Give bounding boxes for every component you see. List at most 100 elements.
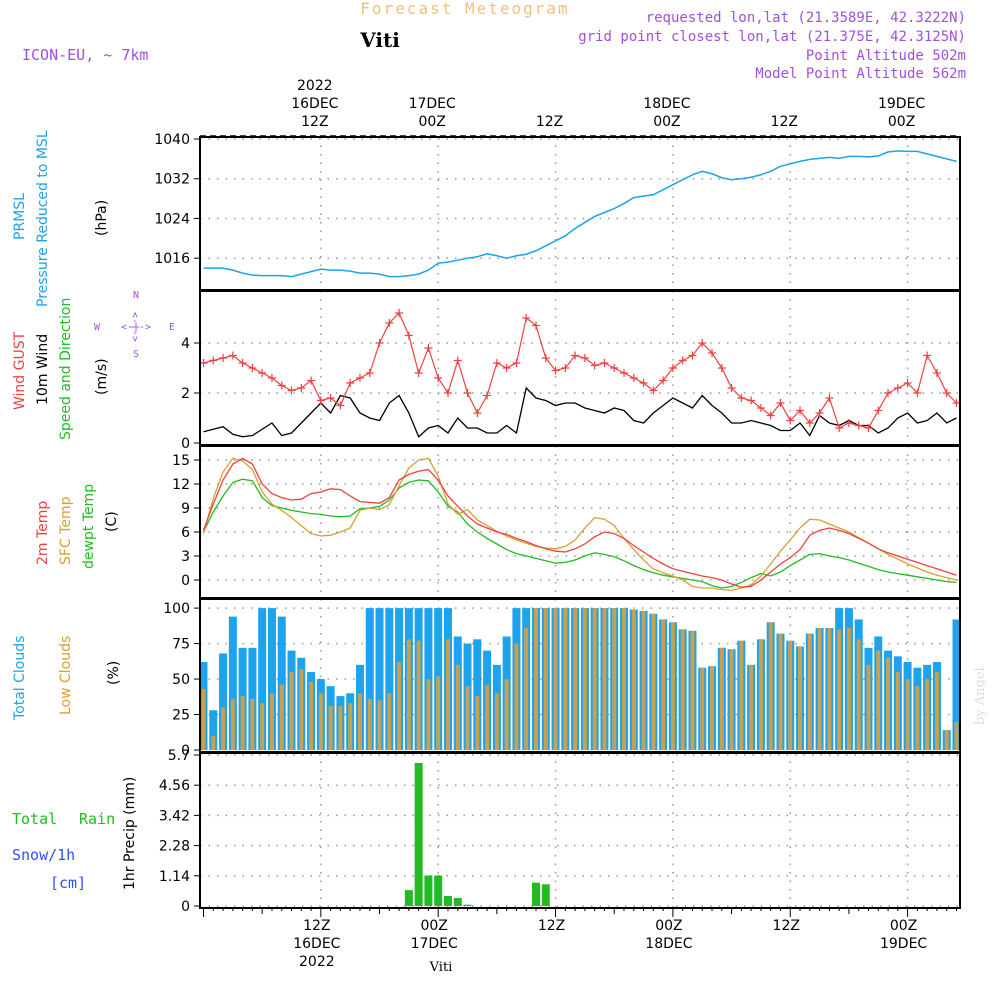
gust-marker [835,424,844,432]
total-cloud-bar [385,608,394,750]
low-cloud-bar [455,664,460,750]
low-cloud-bar [563,608,568,750]
gust-marker [620,369,629,377]
bottom-time-label: 00Z [420,918,447,934]
total-cloud-bar [277,616,286,750]
plots-layer: 101610241032104002403691215025507510001.… [154,78,961,970]
panel-precip: 0 1.14 2.28 3.42 4.56 5.7 [159,748,961,915]
y-tick-label: 6 [181,525,190,541]
low-cloud-bar [866,664,871,750]
gust-marker [512,359,521,367]
y-tick-label: 0 [181,899,190,915]
y-tick-label: 100 [163,601,190,617]
low-cloud-bar [944,730,949,750]
panel-clouds: 0 25 50 75 100 [163,598,961,759]
y-tick-label: 1040 [154,132,190,148]
low-cloud-bar [201,688,206,750]
top-time-label: 2022 [297,78,333,94]
gust-marker [610,364,619,372]
gust-marker [825,394,834,402]
bottom-time-label: 12Z [303,918,330,934]
low-cloud-bar [543,608,548,750]
wind-gust-label: Wind GUST [12,331,28,410]
panel-frame [199,136,961,291]
gust-marker [355,374,364,382]
gust-marker [796,406,805,415]
low-cloud-bar [837,629,842,750]
gust-marker [776,399,785,407]
model-name: ICON-EU, ~ 7km [22,46,148,64]
gust-marker [209,356,218,365]
panel-wind: 0 2 4 [181,290,961,452]
top-time-label: 17DEC [409,96,456,112]
gridpoint-coords: grid point closest lon,lat (21.375E, 42.… [578,29,966,45]
gust-marker [463,389,472,397]
gust-marker [923,351,932,360]
gust-marker [805,419,814,427]
y-tick-label: 1032 [154,172,190,188]
low-cloud-bar [690,630,695,750]
compass-north: N [133,290,139,301]
low-cloud-bar [700,667,705,750]
rain-bar [404,890,413,906]
y-tick-label: 3.42 [159,808,190,824]
low-cloud-bar [250,698,255,750]
low-cloud-bar [807,633,812,750]
y-tick-label: 75 [172,637,190,653]
low-cloud-bar [680,629,685,750]
panel-frame [199,752,961,909]
sfc-temp-line [202,457,957,592]
compass-horizontal: <-|-> [121,322,151,333]
low-cloud-bar [514,643,519,750]
bottom-time-label: 00Z [890,918,917,934]
low-cloud-bar [289,671,294,750]
total-cloud-bar [375,608,384,750]
low-cloud-bar [504,679,509,750]
rain-label: Rain [79,810,115,828]
low-cloud-bar [778,633,783,750]
gust-marker [375,339,384,347]
y-tick-label: 9 [181,501,190,517]
gust-marker [287,386,296,395]
temp-unit: (C) [104,511,120,532]
rain-bar [463,904,472,906]
rain-bar [424,875,433,906]
y-tick-label: 12 [172,477,190,493]
gust-marker [756,404,765,412]
gust-marker [737,394,746,402]
gust-marker [443,389,452,397]
low-cloud-bar [749,664,754,750]
gust-marker [551,366,560,375]
gust-marker [854,421,863,430]
compass-vertical: <-|-> [129,312,140,342]
gust-marker [698,339,707,347]
bottom-time-label: 16DEC [293,936,340,952]
rain-bar [443,895,452,906]
low-cloud-bar [661,619,666,750]
total-cloud-bar [267,608,276,750]
y-tick-label: 5.7 [168,748,190,764]
low-cloud-bar [230,698,235,750]
y-tick-label: 3 [181,549,190,565]
low-cloud-bar [817,627,822,750]
gust-marker [580,354,589,362]
low-cloud-bar [465,686,470,750]
bottom-time-label: 12Z [538,918,565,934]
pressure-label-long: Pressure Reduced to MSL [35,130,51,307]
y-tick-label: 1016 [154,251,190,267]
gust-marker [238,359,247,367]
low-cloud-bar [602,608,607,750]
gust-marker [786,416,795,425]
low-cloud-bar [348,703,353,750]
gust-marker [531,321,540,330]
low-cloud-bar [631,609,636,750]
top-time-label: 16DEC [291,96,338,112]
gust-marker [678,356,687,365]
time-axis [203,908,957,917]
panel-pressure: 1016 1024 1032 1040 [154,132,961,291]
low-cloud-bar [719,647,724,750]
gust-marker [502,364,511,372]
dewpt-line [202,478,957,589]
gust-marker [483,391,492,400]
